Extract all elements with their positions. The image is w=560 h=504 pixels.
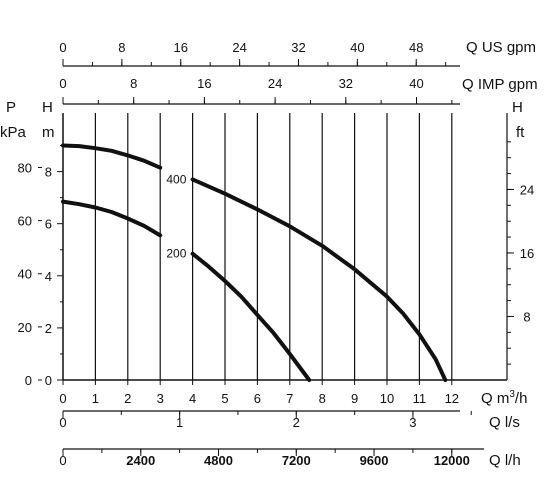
lh-tick-label: 7200 <box>282 453 311 468</box>
us-gpm-tick-label: 24 <box>232 40 246 55</box>
series-400-curve-segment <box>61 143 163 170</box>
ls-tick-label: 1 <box>176 415 183 430</box>
x-tick-label: 11 <box>413 391 427 406</box>
ls-tick-label: 3 <box>409 415 416 430</box>
us-gpm-tick-label: 16 <box>174 40 188 55</box>
flow-m3h-label-sup: 3 <box>509 389 515 400</box>
us-gpm-tick-label: 48 <box>409 40 423 55</box>
pressure-unit-label: kPa <box>0 124 27 141</box>
lh-tick-label: 4800 <box>204 453 233 468</box>
imp-gpm-tick-label: 0 <box>59 76 66 91</box>
pressure-tick-label: 80 <box>18 160 32 175</box>
y-tick-label: 6 <box>45 217 52 232</box>
us-gpm-tick-label: 8 <box>118 40 125 55</box>
imp-gpm-tick-label: 24 <box>268 76 282 91</box>
flow-m3h-label-tail: /h <box>515 390 528 407</box>
lh-tick-label: 2400 <box>126 453 155 468</box>
pressure-tick-label: 20 <box>18 320 32 335</box>
lh-tick-label: 12000 <box>434 453 470 468</box>
us-gpm-tick-label: 32 <box>291 40 305 55</box>
pressure-axis-label: P <box>6 99 16 116</box>
us-gpm-tick-label: 0 <box>59 40 66 55</box>
series-200-curve-segment <box>190 251 312 382</box>
lh-tick-label: 9600 <box>360 453 389 468</box>
y-tick-label: 0 <box>45 373 52 388</box>
imp-gpm-tick-label: 32 <box>339 76 353 91</box>
x-tick-label: 7 <box>286 391 293 406</box>
imp-gpm-tick-label: 8 <box>130 76 137 91</box>
us-gpm-axis-label: Q US gpm <box>466 39 536 56</box>
imp-gpm-tick-label: 40 <box>409 76 423 91</box>
y-tick-label: 4 <box>45 269 52 284</box>
x-tick-label: 2 <box>124 391 131 406</box>
x-tick-label: 0 <box>59 391 66 406</box>
series-200-curve-segment <box>61 199 163 238</box>
series-400-label: 400 <box>166 172 186 186</box>
pressure-tick-label: 40 <box>18 267 32 282</box>
series-400-curve-segment <box>190 177 448 382</box>
head-ft-unit-label: ft <box>516 124 525 141</box>
head-m-unit-label: m <box>42 124 55 141</box>
ls-tick-label: 0 <box>59 415 66 430</box>
x-tick-label: 12 <box>445 391 459 406</box>
x-tick-label: 8 <box>319 391 326 406</box>
flow-m3h-label-base: Q m <box>481 390 509 407</box>
ls-axis-label: Q l/s <box>489 414 520 431</box>
pressure-tick-label: 0 <box>25 373 32 388</box>
x-tick-label: 5 <box>221 391 228 406</box>
series-curves: 400 200 <box>61 143 448 382</box>
series-200-label: 200 <box>166 247 186 261</box>
x-tick-label: 10 <box>380 391 394 406</box>
flow-m3h-axis-label: Q m3/h <box>481 389 527 407</box>
x-tick-label: 9 <box>351 391 358 406</box>
imp-gpm-axis-label: Q IMP gpm <box>462 76 538 93</box>
head-m-axis-label: H <box>42 99 53 116</box>
x-tick-label: 1 <box>92 391 99 406</box>
y-tick-label: 8 <box>45 165 52 180</box>
head-ft-axis-label: H <box>512 99 523 116</box>
y-tick-label: 2 <box>45 321 52 336</box>
lh-tick-label: 0 <box>59 453 66 468</box>
us-gpm-tick-label: 40 <box>350 40 364 55</box>
imp-gpm-tick-label: 16 <box>197 76 211 91</box>
ls-tick-label: 2 <box>293 415 300 430</box>
ft-tick-label: 8 <box>523 309 530 324</box>
grid-lines <box>62 113 508 380</box>
x-tick-label: 6 <box>254 391 261 406</box>
ft-tick-label: 24 <box>520 182 534 197</box>
pressure-tick-label: 60 <box>18 214 32 229</box>
x-tick-label: 3 <box>157 391 164 406</box>
x-tick-label: 4 <box>189 391 196 406</box>
axis-labels: Q US gpm Q IMP gpm Q l/s Q l/h Q m3/h P … <box>0 39 538 469</box>
ft-tick-label: 16 <box>520 246 534 261</box>
lh-axis-label: Q l/h <box>489 452 521 469</box>
